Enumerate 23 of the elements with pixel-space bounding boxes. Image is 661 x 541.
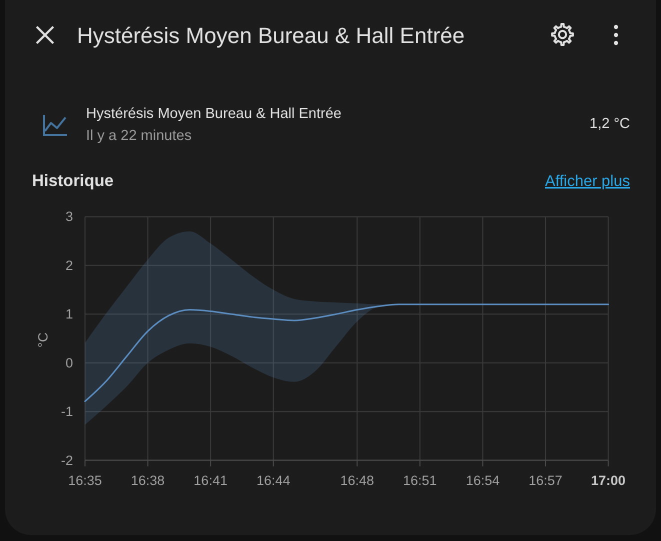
x-tick-label: 16:38	[130, 473, 165, 488]
x-tick-label: 16:44	[256, 473, 291, 488]
x-tick-label: 16:48	[340, 473, 374, 488]
text: Historique	[32, 172, 114, 190]
line-series	[84, 304, 610, 402]
x-tick-label: 16:51	[403, 473, 437, 488]
y-tick-label: 0	[65, 355, 73, 370]
x-tick-label: 16:35	[68, 473, 102, 488]
chart-title: Hystérésis Moyen Bureau & Hall Entrée	[77, 23, 465, 48]
y-tick-label: 1	[65, 306, 73, 322]
y-axis-title: °C	[36, 332, 50, 348]
text: Il y a 22 minutes	[86, 128, 192, 144]
y-tick-label: -1	[60, 404, 73, 420]
text: Hystérésis Moyen Bureau & Hall Entrée	[86, 106, 342, 122]
y-tick-label: 2	[65, 258, 73, 273]
x-tick-label: 16:57	[528, 473, 562, 488]
y-tick-label: 3	[65, 209, 73, 224]
y-tick-label: -2	[60, 452, 73, 468]
text: 1,2 °C	[590, 116, 630, 132]
x-tick-label: 16:41	[194, 473, 228, 488]
x-tick-label: 17:00	[591, 473, 626, 488]
text: Afficher plus	[544, 173, 630, 190]
x-tick-label: 16:54	[466, 473, 500, 488]
